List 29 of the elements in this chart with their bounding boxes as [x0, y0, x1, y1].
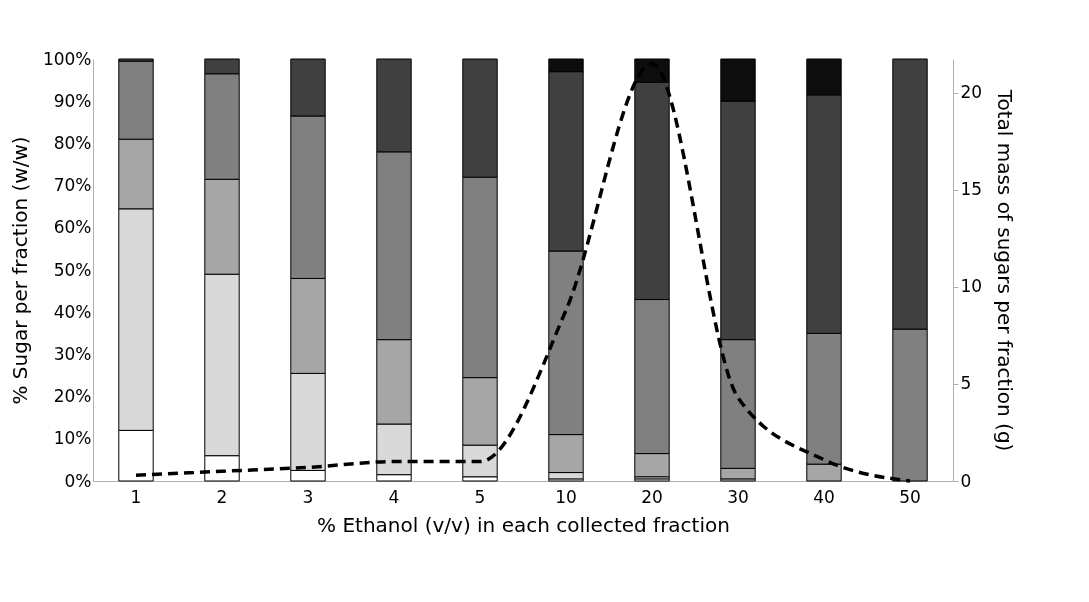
y-tick-label: 10% — [53, 428, 92, 449]
y2-tick-label: 5 — [960, 373, 972, 394]
y2-tick-label: 0 — [960, 470, 972, 491]
x-tick-label: 30 — [727, 486, 749, 507]
x-tick-label: 10 — [555, 486, 577, 507]
y-tick-label: 40% — [53, 301, 92, 322]
x-tick-label: 50 — [899, 486, 921, 507]
y-tick-label: 30% — [53, 343, 92, 364]
y-tick-label: 70% — [53, 175, 92, 196]
y2-axis-title: Total mass of sugars per fraction (g) — [993, 88, 1018, 452]
x-tick-label: 1 — [130, 486, 142, 507]
y-tick-label: 80% — [53, 132, 92, 153]
y-tick-label: 0% — [64, 470, 92, 491]
y2-tick-label: 20 — [960, 82, 983, 103]
y-tick-label: 20% — [53, 386, 92, 407]
x-tick-label: 3 — [302, 486, 314, 507]
y2-tick-label: 10 — [960, 276, 983, 297]
y-tick-label: 50% — [53, 259, 92, 280]
x-axis-title: % Ethanol (v/v) in each collected fraction — [317, 512, 730, 537]
y-tick-label: 60% — [53, 217, 92, 238]
y-tick-label: 100% — [42, 48, 92, 69]
x-tick-label: 5 — [474, 486, 486, 507]
x-tick-label: 20 — [641, 486, 663, 507]
y-tick-label: 90% — [53, 90, 92, 111]
x-tick-label: 2 — [216, 486, 228, 507]
x-tick-label: 40 — [813, 486, 835, 507]
y2-tick-label: 15 — [960, 179, 983, 200]
y-axis-title: % Sugar per fraction (w/w) — [7, 136, 32, 405]
x-tick-label: 4 — [388, 486, 400, 507]
